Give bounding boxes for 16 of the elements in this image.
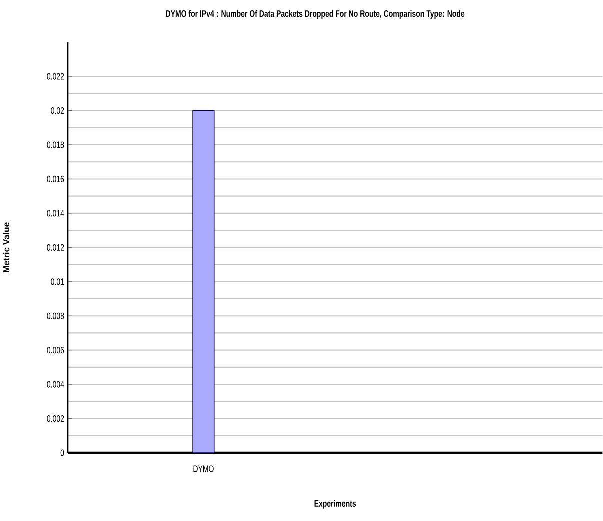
y-tick-label: 0.002 [47, 415, 64, 422]
y-tick-label: 0.016 [47, 176, 64, 183]
y-tick-label: 0.008 [47, 312, 64, 320]
y-tick-label: 0.022 [47, 73, 64, 80]
y-tick-label: 0.004 [47, 381, 64, 388]
x-tick-label: DYMO [194, 466, 214, 472]
y-axis-title: Metric Value [3, 222, 10, 272]
y-tick-label: 0 [60, 450, 64, 456]
y-tick-label: 0.018 [47, 142, 64, 148]
y-tick-label: 0.014 [47, 210, 64, 217]
x-axis-title: Experiments [314, 500, 356, 509]
y-tick-label: 0.012 [47, 244, 64, 251]
y-tick-label: 0.01 [51, 278, 64, 286]
y-tick-label: 0.02 [51, 107, 64, 114]
y-tick-label: 0.006 [47, 347, 64, 354]
chart-title: DYMO for IPv4 : Number Of Data Packets Dropped For No Route, Comparison Type: Node [166, 10, 465, 19]
